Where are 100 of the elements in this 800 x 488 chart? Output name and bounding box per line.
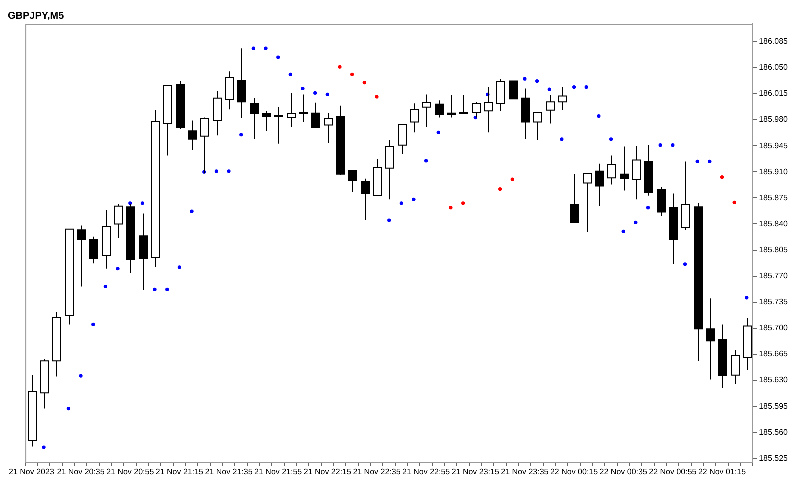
candlestick xyxy=(300,94,308,123)
x-tick-label: 22 Nov 00:15 xyxy=(550,467,599,476)
point xyxy=(79,374,83,378)
x-tick-label: 21 Nov 23:35 xyxy=(501,467,550,476)
candlestick xyxy=(682,161,690,231)
candlestick xyxy=(558,86,568,111)
candlestick xyxy=(436,100,444,118)
candlestick xyxy=(362,178,370,221)
candlestick xyxy=(534,112,542,141)
x-tick-label: 21 Nov 21:55 xyxy=(254,467,303,476)
candlestick xyxy=(250,98,260,140)
y-tick-label: 185.735 xyxy=(759,298,789,307)
point xyxy=(622,230,626,234)
candlestick xyxy=(114,204,124,239)
x-tick-label: 22 Nov 01:15 xyxy=(698,467,747,476)
point xyxy=(523,77,527,81)
candlestick xyxy=(658,186,666,217)
point xyxy=(696,160,700,164)
candlestick xyxy=(140,213,148,291)
y-tick-label: 185.630 xyxy=(759,376,789,385)
point xyxy=(252,46,256,50)
point xyxy=(140,202,144,206)
x-tick-label: 22 Nov 00:35 xyxy=(600,467,648,476)
point xyxy=(412,198,416,202)
candlestick xyxy=(312,102,320,129)
point xyxy=(240,133,244,137)
y-tick-label: 186.015 xyxy=(759,89,789,98)
point xyxy=(510,178,514,182)
x-tick-label: 21 Nov 20:55 xyxy=(106,467,155,476)
point xyxy=(462,202,466,206)
candlestick xyxy=(596,163,604,207)
point xyxy=(634,220,638,225)
point xyxy=(116,267,120,271)
x-tick-label: 21 Nov 22:35 xyxy=(353,467,402,476)
candlestick xyxy=(732,350,740,385)
point xyxy=(560,138,564,142)
candlestick xyxy=(584,173,592,233)
candlestick xyxy=(608,155,616,186)
point xyxy=(338,65,342,69)
point xyxy=(646,206,650,210)
candlestick xyxy=(546,94,556,124)
point xyxy=(350,72,354,76)
y-tick-label: 185.770 xyxy=(759,272,789,281)
point xyxy=(424,159,428,163)
point xyxy=(683,262,688,266)
candlestick xyxy=(386,140,394,200)
x-tick-label: 21 Nov 23:15 xyxy=(452,467,500,476)
x-tick-label: 21 Nov 22:15 xyxy=(304,467,352,476)
candlestick xyxy=(460,94,468,115)
point xyxy=(66,407,71,411)
point xyxy=(609,138,614,142)
point xyxy=(597,114,601,118)
candlestick xyxy=(78,225,86,288)
point xyxy=(535,80,540,84)
point xyxy=(314,91,318,96)
x-tick-label: 21 Nov 22:55 xyxy=(402,467,451,476)
candlestick xyxy=(472,102,482,118)
point xyxy=(745,296,749,300)
x-tick-label: 21 Nov 2023 xyxy=(9,467,55,476)
y-tick-label: 185.805 xyxy=(759,245,789,254)
point xyxy=(375,95,379,99)
candlestick xyxy=(706,298,716,380)
candlestick xyxy=(496,78,506,112)
y-tick-label: 185.665 xyxy=(759,350,789,359)
point xyxy=(584,85,588,90)
y-tick-label: 186.050 xyxy=(759,63,789,72)
y-tick-label: 185.840 xyxy=(759,219,789,228)
point xyxy=(400,202,404,206)
point xyxy=(449,206,453,210)
candlestick xyxy=(238,48,246,120)
candlestick xyxy=(510,80,518,100)
y-tick-label: 185.910 xyxy=(759,167,789,176)
candlestick xyxy=(262,110,272,132)
x-tick-label: 22 Nov 00:55 xyxy=(649,467,698,476)
y-tick-label: 185.560 xyxy=(759,428,789,437)
point xyxy=(326,92,330,97)
candlestick xyxy=(214,90,222,136)
point xyxy=(288,72,292,76)
point xyxy=(178,266,182,270)
candlestick xyxy=(226,71,234,110)
candlestick xyxy=(274,106,284,144)
point xyxy=(388,218,392,222)
point xyxy=(362,81,366,85)
candlestick xyxy=(522,88,530,140)
point xyxy=(153,288,157,292)
point xyxy=(732,200,736,204)
candlestick xyxy=(288,92,296,128)
candlestick xyxy=(90,236,98,264)
candlestick xyxy=(632,146,642,200)
point xyxy=(572,85,576,90)
point xyxy=(227,170,231,174)
candlestick xyxy=(398,124,408,155)
candlestick xyxy=(620,146,630,192)
y-tick-label: 185.595 xyxy=(759,402,789,411)
y-tick-label: 185.525 xyxy=(759,454,789,463)
point xyxy=(166,288,170,292)
point xyxy=(498,187,502,192)
y-tick-label: 186.085 xyxy=(759,37,789,46)
point xyxy=(708,160,712,164)
candlestick xyxy=(448,94,456,118)
